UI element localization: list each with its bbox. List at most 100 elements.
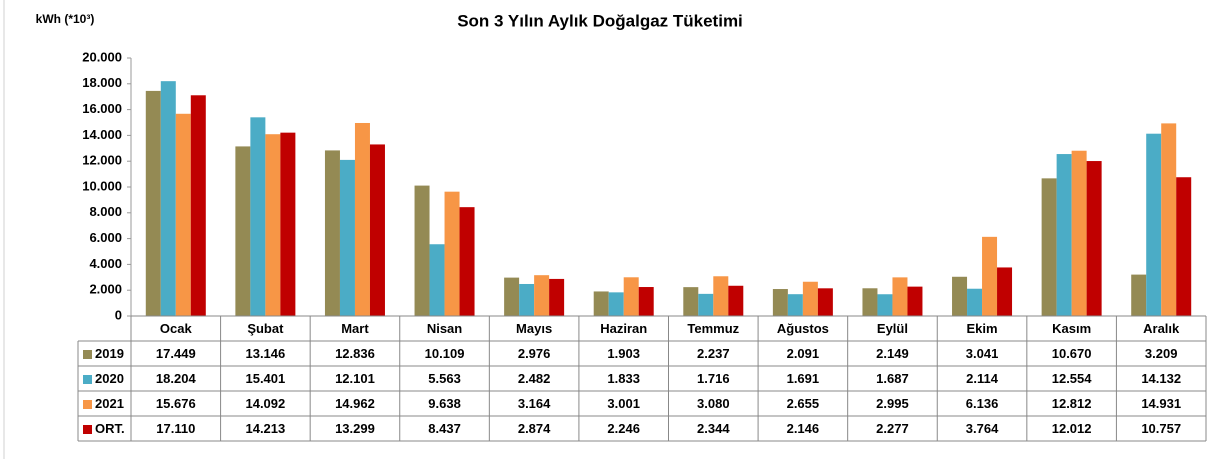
bar: [997, 267, 1013, 316]
bar: [638, 287, 654, 316]
bar: [728, 285, 744, 316]
bar: [1161, 123, 1177, 316]
bar: [175, 113, 191, 316]
data-label: 12.101: [335, 371, 375, 386]
y-tick-label: 10.000: [82, 178, 122, 193]
data-label: 2.237: [697, 346, 730, 361]
data-label: 17.110: [156, 421, 195, 436]
x-tick-label: Ocak: [160, 321, 193, 336]
data-label: 2.482: [518, 371, 551, 386]
bar: [459, 207, 475, 316]
data-label: 2.146: [787, 421, 820, 436]
data-label: 1.833: [607, 371, 640, 386]
bar: [877, 294, 893, 316]
data-label: 3.764: [966, 421, 999, 436]
bar: [444, 191, 460, 316]
data-label: 10.670: [1052, 346, 1092, 361]
bar: [982, 236, 998, 316]
bar: [683, 287, 699, 316]
data-label: 1.903: [607, 346, 640, 361]
y-tick-label: 8.000: [89, 204, 122, 219]
y-tick-label: 6.000: [89, 230, 122, 245]
data-label: 12.836: [335, 346, 375, 361]
data-label: 15.401: [245, 371, 285, 386]
y-axis-label: kWh (*10³): [36, 12, 95, 26]
bar: [907, 286, 923, 316]
data-label: 5.563: [428, 371, 461, 386]
data-label: 18.204: [156, 371, 197, 386]
x-tick-label: Mayıs: [516, 321, 552, 336]
data-label: 2.655: [787, 396, 820, 411]
y-tick-label: 16.000: [82, 101, 122, 116]
bar: [519, 283, 535, 316]
data-label: 2.976: [518, 346, 551, 361]
bar: [608, 292, 624, 316]
data-label: 2.114: [966, 371, 999, 386]
bar: [892, 277, 908, 316]
bar: [862, 288, 878, 316]
data-label: 2.149: [876, 346, 909, 361]
data-label: 12.812: [1052, 396, 1092, 411]
data-label: 13.146: [245, 346, 285, 361]
data-label: 1.691: [787, 371, 820, 386]
bar: [772, 289, 788, 316]
data-label: 2.344: [697, 421, 730, 436]
bar: [713, 276, 729, 316]
x-tick-label: Haziran: [600, 321, 647, 336]
bar: [160, 81, 176, 317]
y-tick-label: 20.000: [82, 49, 122, 64]
bar: [145, 90, 161, 316]
legend-label: 2020: [95, 371, 124, 386]
bar: [817, 288, 833, 316]
data-label: 14.213: [245, 421, 285, 436]
legend-swatch: [83, 400, 92, 409]
data-label: 13.299: [335, 421, 375, 436]
data-label: 2.246: [607, 421, 640, 436]
data-label: 3.164: [518, 396, 551, 411]
bar: [623, 277, 639, 316]
bar: [802, 281, 818, 316]
data-label: 6.136: [966, 396, 999, 411]
data-label: 9.638: [428, 396, 461, 411]
data-label: 10.757: [1141, 421, 1181, 436]
bar: [1131, 274, 1147, 316]
data-label: 8.437: [428, 421, 461, 436]
x-tick-label: Nisan: [427, 321, 462, 336]
legend-swatch: [83, 350, 92, 359]
y-tick-label: 12.000: [82, 153, 122, 168]
data-label: 3.209: [1145, 346, 1178, 361]
data-label: 10.109: [425, 346, 465, 361]
bar: [414, 185, 430, 316]
legend-swatch: [83, 375, 92, 384]
data-label: 3.080: [697, 396, 730, 411]
data-label: 2.277: [876, 421, 909, 436]
bar: [549, 278, 565, 316]
bar: [1176, 177, 1192, 316]
bar: [1146, 133, 1162, 316]
bar: [369, 144, 385, 316]
legend-label: ORT.: [95, 421, 125, 436]
y-tick-label: 0: [115, 307, 122, 322]
y-tick-label: 14.000: [82, 127, 122, 142]
bar: [280, 132, 296, 316]
data-label: 3.001: [607, 396, 640, 411]
bar: [429, 244, 445, 316]
bar: [324, 150, 340, 316]
legend-swatch: [83, 425, 92, 434]
legend-label: 2021: [95, 396, 124, 411]
x-tick-label: Aralık: [1143, 321, 1180, 336]
data-label: 1.716: [697, 371, 730, 386]
x-tick-label: Şubat: [247, 321, 284, 336]
bar: [593, 291, 609, 316]
x-tick-label: Kasım: [1052, 321, 1091, 336]
data-label: 12.012: [1052, 421, 1092, 436]
data-label: 14.931: [1141, 396, 1181, 411]
data-label: 2.995: [876, 396, 909, 411]
bar: [504, 277, 520, 316]
bar: [1041, 178, 1057, 316]
bar: [1071, 150, 1087, 316]
x-tick-label: Mart: [341, 321, 369, 336]
bar: [354, 122, 370, 316]
bar: [534, 275, 550, 316]
